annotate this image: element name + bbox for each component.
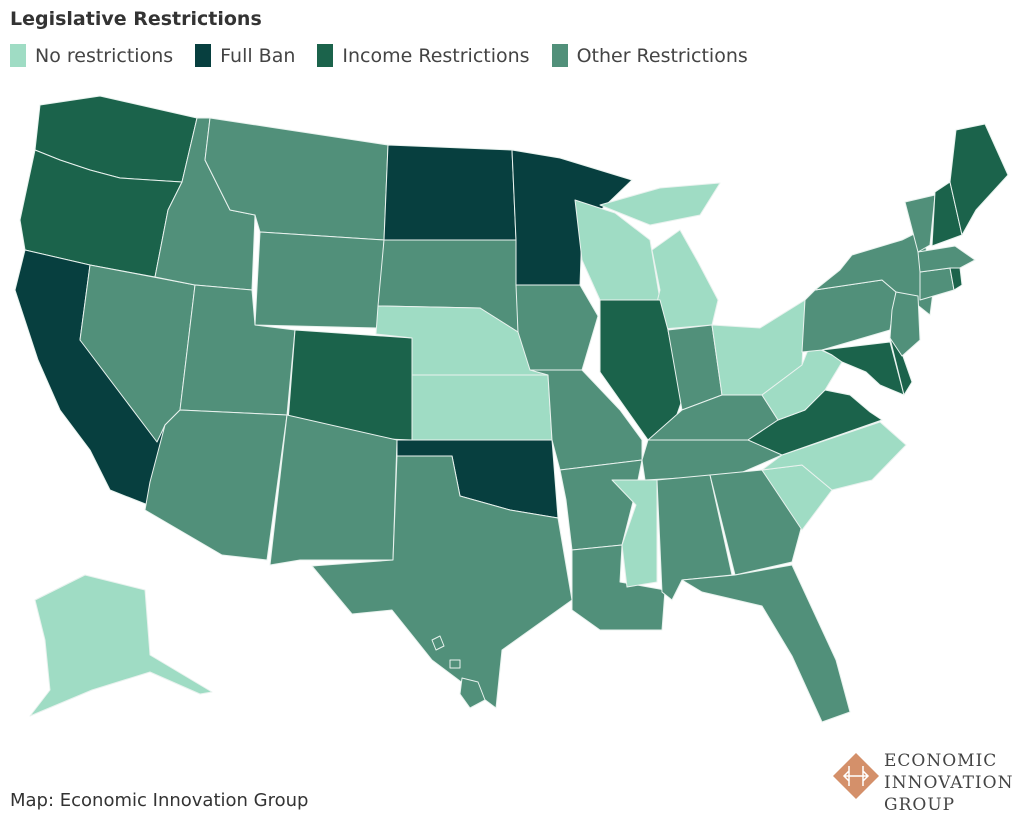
logo-line: ECONOMIC	[884, 751, 998, 771]
state-mn[interactable]	[511, 149, 633, 286]
legend-label: Other Restrictions	[576, 44, 748, 67]
legend-swatch	[551, 44, 568, 67]
legend-item-income-restrictions: Income Restrictions	[317, 44, 530, 67]
legend-item-full-ban: Full Ban	[195, 44, 295, 67]
legend-item-other-restrictions: Other Restrictions	[551, 44, 748, 67]
state-me[interactable]	[949, 123, 1009, 236]
state-hi[interactable]	[459, 677, 486, 709]
state-ks[interactable]	[411, 374, 553, 441]
state-wy[interactable]	[254, 231, 385, 329]
legend-swatch	[195, 44, 212, 67]
state-nj[interactable]	[889, 291, 921, 357]
state-vt[interactable]	[904, 194, 936, 253]
state-nd[interactable]	[383, 144, 517, 241]
logo-line: GROUP	[884, 795, 956, 815]
legend: No restrictions Full Ban Income Restrict…	[10, 44, 748, 67]
source-note: Map: Economic Innovation Group	[10, 790, 309, 811]
state-hi[interactable]	[449, 659, 461, 669]
state-ak[interactable]	[29, 574, 213, 717]
state-fl[interactable]	[681, 564, 851, 723]
state-az[interactable]	[144, 409, 288, 561]
legend-swatch	[10, 44, 26, 67]
state-mi[interactable]	[599, 182, 721, 226]
state-nm[interactable]	[269, 414, 398, 566]
legend-item-no-restrictions: No restrictions	[10, 44, 173, 67]
state-la[interactable]	[571, 544, 666, 631]
state-pa[interactable]	[801, 279, 897, 353]
legend-label: Full Ban	[220, 44, 296, 67]
map-title: Legislative Restrictions	[10, 8, 262, 30]
state-mi[interactable]	[649, 229, 719, 331]
legend-label: Income Restrictions	[342, 44, 530, 67]
state-nc[interactable]	[761, 421, 907, 491]
state-hi[interactable]	[431, 635, 445, 651]
eig-logo-text: ECONOMIC INNOVATION GROUP	[884, 750, 1013, 816]
state-tx[interactable]	[311, 455, 573, 709]
state-ct[interactable]	[919, 267, 955, 301]
logo-line: INNOVATION	[884, 773, 1014, 793]
legend-label: No restrictions	[35, 44, 174, 67]
state-ma[interactable]	[917, 245, 976, 273]
state-ia[interactable]	[515, 284, 599, 371]
legend-swatch	[317, 44, 334, 67]
state-md[interactable]	[821, 341, 905, 396]
eig-logo-icon	[833, 753, 879, 799]
